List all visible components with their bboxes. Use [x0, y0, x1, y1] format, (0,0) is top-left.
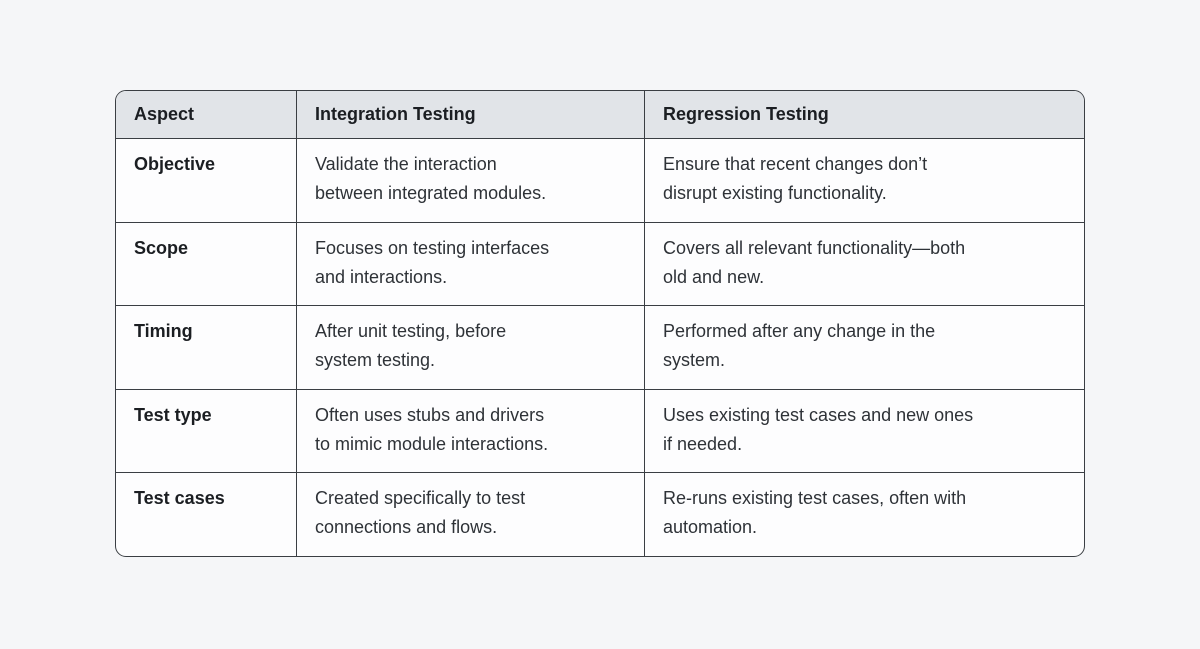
cell-scope-regression: Covers all relevant functionality—both o… — [663, 237, 966, 287]
comparison-table: Aspect Integration Testing Regression Te… — [115, 90, 1085, 557]
table-row-objective: Objective Validate the interaction betwe… — [116, 139, 1084, 223]
table-row-scope: Scope Focuses on testing interfaces and … — [116, 222, 1084, 307]
cell-test-cases-integration: Created specifically to test connections… — [297, 473, 645, 556]
cell-objective-regression: Ensure that recent changes don’t disrupt… — [663, 154, 928, 203]
header-cell-aspect: Aspect — [116, 91, 297, 138]
row-label-objective: Objective — [116, 139, 297, 222]
table-row-test-type: Test type Often uses stubs and drivers t… — [116, 389, 1084, 474]
header-row: Aspect Integration Testing Regression Te… — [116, 91, 1084, 139]
header-cell-integration-testing: Integration Testing — [297, 91, 645, 138]
cell-test-cases-regression: Re-runs existing test cases, often with … — [663, 488, 967, 538]
cell-scope-integration: Focuses on testing interfaces and intera… — [297, 222, 645, 306]
cell-test-type-integration: Often uses stubs and drivers to mimic mo… — [297, 389, 645, 473]
cell-timing-integration: After unit testing, before system testin… — [297, 306, 645, 389]
row-label-test-cases: Test cases — [116, 473, 297, 556]
cell-timing-regression: Performed after any change in the system… — [663, 321, 936, 371]
cell-objective-integration: Validate the interaction between integra… — [297, 139, 645, 222]
table-row-timing: Timing After unit testing, before system… — [116, 306, 1084, 390]
row-label-scope: Scope — [116, 222, 297, 306]
row-label-timing: Timing — [116, 306, 297, 389]
table-row-test-cases: Test cases Created specifically to test … — [116, 473, 1084, 556]
row-label-test-type: Test type — [116, 389, 297, 473]
cell-test-type-regression: Uses existing test cases and new ones if… — [663, 404, 974, 454]
header-cell-regression-testing: Regression Testing — [663, 104, 829, 124]
